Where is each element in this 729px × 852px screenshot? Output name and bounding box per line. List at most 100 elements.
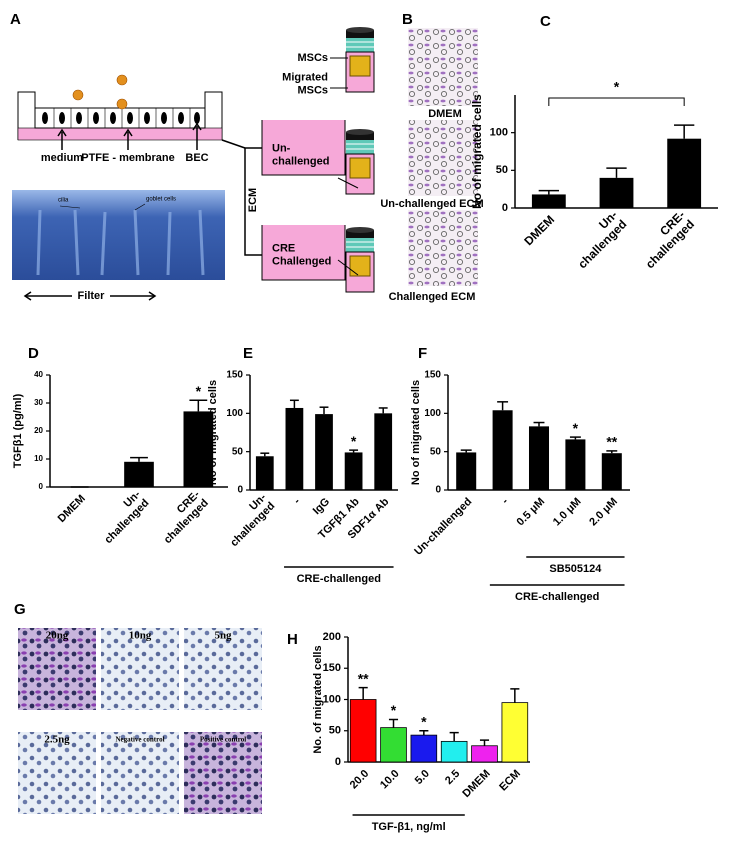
label: ECM [247,188,259,212]
y-tick-label: 0 [335,756,341,768]
x-tick-label: - [500,495,511,506]
bar [285,407,304,490]
caption: Challenged ECM [389,291,476,303]
y-tick-label: 150 [226,370,243,381]
bar [456,452,477,490]
x-tick-label: 10.0 [378,768,402,792]
micrograph [101,628,179,710]
bar [471,745,498,763]
label: Migrated MSCs [282,72,328,97]
y-tick-label: 0 [237,485,243,496]
bar [124,461,154,487]
label: BEC [185,152,208,164]
y-axis-label: No of migrated cells [207,380,219,485]
well [261,225,346,281]
significance: * [391,702,397,718]
text-line: MSCs [297,84,328,96]
label: goblet cells [146,197,176,203]
label: PTFE - membrane [81,152,175,164]
group-label: TGF-β1, ng/ml [372,821,446,833]
micrograph [408,28,478,106]
y-tick-label: 0 [39,482,44,491]
text-line: CRE [272,242,295,254]
micrograph [18,732,96,814]
x-tick-label: - [291,495,302,506]
image-label: 2.5ng [44,734,70,746]
x-tick-label: IgG [311,496,332,517]
bar [599,177,634,208]
bar [349,699,377,763]
bar [380,727,407,763]
y-tick-label: 30 [34,398,43,407]
text-line: Challenged [272,256,331,268]
x-tick-label: CRE-challenged [153,488,211,546]
panel-label: A [10,11,21,28]
pointers [330,57,359,276]
caption: DMEM [428,108,462,120]
panel-label: E [243,345,253,362]
panel-label: G [14,601,26,618]
group-label: CRE-challenged [297,573,381,585]
bar [501,702,529,763]
x-tick-label: 0.5 μM [514,496,547,529]
y-axis-label: No of migrated cells [410,380,422,485]
significance: ** [358,670,369,686]
bar [667,138,702,208]
significance: * [196,383,202,399]
bracket [548,97,685,106]
significance: ** [606,434,617,450]
panel-label: H [287,631,298,648]
y-axis-label: TGFβ1 (pg/ml) [12,393,24,468]
significance: * [614,79,620,95]
label: medium [41,152,83,164]
text-line: challenged [272,156,329,168]
bar [601,453,622,490]
x-tick-label: DMEM [460,768,492,800]
panel-label: C [540,13,551,30]
y-tick-label: 50 [232,446,244,457]
bar [440,740,468,763]
group-label: SB505124 [549,563,602,575]
significance: * [573,420,579,436]
x-tick-label: Un-challenged [94,488,152,546]
micrograph [408,210,478,286]
micrograph [184,628,262,710]
label: Filter [78,290,106,302]
micrograph [18,628,96,710]
bar [565,439,586,490]
image-label: 20ng [46,630,69,642]
text-line: Un- [272,142,291,154]
significance: * [351,433,357,449]
micrograph [184,732,262,814]
y-axis-label: No of migrated cells [470,94,484,209]
bar [315,414,333,490]
bar [183,411,214,487]
y-tick-label: 20 [34,426,43,435]
bar [374,413,393,490]
panel-label: B [402,11,413,28]
label: MSCs [297,52,328,64]
y-tick-label: 150 [424,370,441,381]
y-tick-label: 0 [502,202,508,214]
label: Un-challenged [272,142,329,167]
y-tick-label: 100 [424,408,441,419]
text-line: Migrated [282,72,328,84]
y-tick-label: 0 [435,485,441,496]
group-label: CRE-challenged [515,591,599,603]
transwell [17,74,223,150]
y-tick-label: 150 [323,662,341,674]
insert [345,26,375,93]
y-tick-label: 50 [329,725,341,737]
y-tick-label: 100 [226,408,243,419]
y-tick-label: 50 [430,446,442,457]
x-tick-label: ECM [497,768,523,794]
bar [410,734,438,763]
panel-label: F [418,345,427,362]
x-tick-label: Un-challenged [566,208,630,272]
panel-label: D [28,345,39,362]
y-tick-label: 50 [496,164,508,176]
significance: * [421,713,427,729]
insert [345,226,375,293]
